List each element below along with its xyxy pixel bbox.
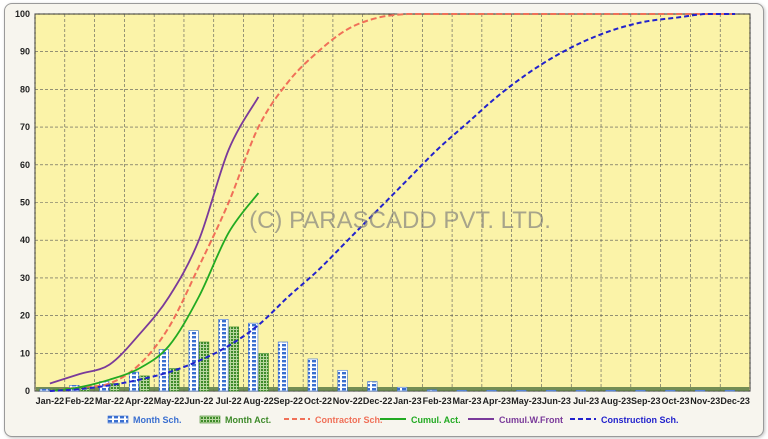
y-tick-label: 40 <box>20 235 30 245</box>
line-cumul-act <box>49 192 260 392</box>
x-tick-label: Apr-23 <box>483 396 512 406</box>
legend-cumul-w-front-label: Cumul.W.Front <box>499 415 563 425</box>
legend-contractor-sch-label: Contractor Sch. <box>315 415 383 425</box>
x-tick-label: Nov-22 <box>333 396 363 406</box>
legend-cumul-act-label: Cumul. Act. <box>411 415 461 425</box>
bar-month-act <box>258 352 269 392</box>
bar-month-act <box>109 383 120 392</box>
x-tick-label: Jan-23 <box>393 396 422 406</box>
bar-month-sch <box>635 389 646 392</box>
bar-month-sch <box>665 389 676 392</box>
x-tick-label: May-23 <box>511 396 542 406</box>
legend-month-sch-swatch <box>107 415 129 424</box>
bar-month-sch <box>694 389 706 392</box>
bar-month-sch <box>575 389 586 392</box>
legend-month-act-label: Month Act. <box>225 415 271 425</box>
x-tick-label: Apr-22 <box>125 396 154 406</box>
line-contractor-sch <box>49 13 736 392</box>
x-tick-label: Jun-22 <box>184 396 213 406</box>
bar-month-sch <box>426 389 437 392</box>
legend-construction-sch-label: Construction Sch. <box>601 415 679 425</box>
bar-month-sch <box>605 389 616 392</box>
x-tick-label: Dec-23 <box>720 396 750 406</box>
y-tick-label: 60 <box>20 160 30 170</box>
legend-month-act-swatch <box>199 415 221 424</box>
bar-month-sch <box>277 341 289 392</box>
y-tick-label: 50 <box>20 198 30 208</box>
watermark-text: (C) PARASCADD PVT. LTD. <box>249 207 551 234</box>
bar-month-sch <box>188 330 199 392</box>
x-tick-label: Sep-23 <box>631 396 661 406</box>
line-cumul-w-front <box>49 96 260 385</box>
y-tick-label: 100 <box>15 9 30 19</box>
bar-month-sch <box>486 389 497 392</box>
bar-month-sch <box>39 388 50 392</box>
x-tick-label: Jan-22 <box>36 396 65 406</box>
bar-month-sch <box>367 381 378 392</box>
x-tick-label: Mar-23 <box>452 396 481 406</box>
y-tick-label: 0 <box>25 386 30 396</box>
bar-month-sch <box>337 369 348 392</box>
y-tick-label: 90 <box>20 47 30 57</box>
x-tick-label: Aug-23 <box>601 396 632 406</box>
bar-month-sch <box>397 386 408 392</box>
x-tick-label: Aug-22 <box>243 396 274 406</box>
bar-month-sch <box>218 319 229 392</box>
baseline-band <box>36 387 749 391</box>
y-tick-label: 30 <box>20 273 30 283</box>
legend-month-sch-label: Month Sch. <box>133 415 182 425</box>
x-tick-label: Mar-22 <box>95 396 124 406</box>
x-tick-label: Oct-22 <box>304 396 332 406</box>
x-tick-label: Sep-22 <box>273 396 303 406</box>
x-tick-label: Jul-22 <box>216 396 242 406</box>
bar-month-sch <box>307 358 318 392</box>
bar-month-sch <box>248 322 259 392</box>
y-tick-label: 10 <box>20 348 30 358</box>
x-tick-label: Oct-23 <box>662 396 690 406</box>
bar-month-sch <box>456 389 467 392</box>
line-construction-sch <box>49 13 736 392</box>
x-tick-label: May-22 <box>154 396 185 406</box>
x-tick-label: Nov-23 <box>690 396 720 406</box>
bar-month-sch <box>516 389 527 392</box>
bar-month-sch <box>158 349 169 392</box>
bar-month-act <box>139 375 150 392</box>
x-tick-label: Dec-22 <box>363 396 393 406</box>
bar-month-sch <box>724 389 735 392</box>
x-tick-label: Feb-22 <box>65 396 94 406</box>
y-tick-label: 20 <box>20 311 30 321</box>
x-tick-label: Feb-23 <box>423 396 452 406</box>
y-tick-label: 70 <box>20 122 30 132</box>
x-tick-label: Jun-23 <box>542 396 571 406</box>
x-tick-label: Jul-23 <box>573 396 599 406</box>
bar-month-act <box>228 326 239 392</box>
bar-month-sch <box>546 389 557 392</box>
bar-month-act <box>199 341 210 392</box>
bar-month-act <box>169 368 180 392</box>
y-tick-label: 80 <box>20 84 30 94</box>
